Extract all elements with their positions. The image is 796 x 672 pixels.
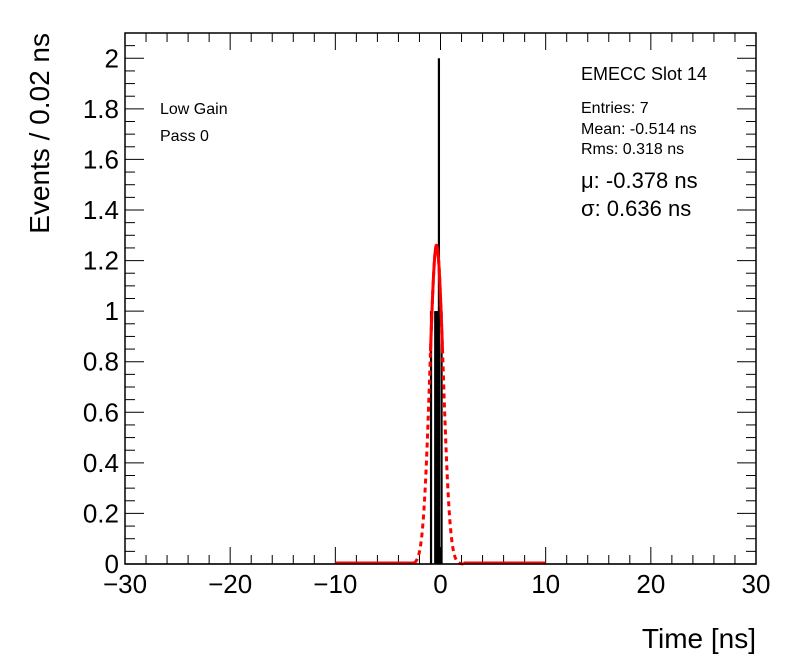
y-tick-label: 1.8 (83, 94, 119, 124)
x-tick-label: 10 (531, 569, 560, 599)
y-tick-label: 0.4 (83, 448, 119, 478)
y-tick-label: 1.2 (83, 246, 119, 276)
stats-title: EMECC Slot 14 (581, 64, 707, 84)
y-tick-label: 1.4 (83, 195, 119, 225)
x-tick-label: −30 (103, 569, 147, 599)
fit-curve-solid (429, 243, 445, 354)
x-tick-label: 20 (636, 569, 665, 599)
fit-curve-dashed (413, 243, 464, 566)
x-tick-label: 0 (433, 569, 447, 599)
gaussian-fit (335, 243, 546, 566)
y-axis-title: Events / 0.02 ns (24, 33, 55, 234)
fit-sigma: σ: 0.636 ns (581, 196, 691, 221)
y-tick-label: 0.8 (83, 347, 119, 377)
x-tick-label: −10 (313, 569, 357, 599)
fit-mu: μ: -0.378 ns (581, 168, 698, 193)
y-tick-label: 2 (105, 43, 119, 73)
y-tick-label: 0.6 (83, 397, 119, 427)
y-tick-labels: 0 0.2 0.4 0.6 0.8 1 1.2 1.4 1.6 1.8 2 (83, 43, 119, 579)
y-tick-label: 0 (105, 549, 119, 579)
x-tick-label: −20 (208, 569, 252, 599)
plot-frame (124, 32, 757, 565)
axis-ticks (124, 32, 757, 565)
stats-rms: Rms: 0.318 ns (581, 141, 684, 158)
gain-label: Low Gain (160, 101, 228, 118)
x-tick-labels: −30 −20 −10 0 10 20 30 (103, 569, 771, 599)
y-tick-label: 0.2 (83, 498, 119, 528)
pass-label: Pass 0 (160, 128, 209, 145)
y-tick-label: 1.6 (83, 144, 119, 174)
x-tick-label: 30 (742, 569, 771, 599)
stats-entries: Entries: 7 (581, 100, 649, 117)
x-axis-title: Time [ns] (642, 623, 756, 654)
stats-mean: Mean: -0.514 ns (581, 121, 697, 138)
y-tick-label: 1 (105, 296, 119, 326)
